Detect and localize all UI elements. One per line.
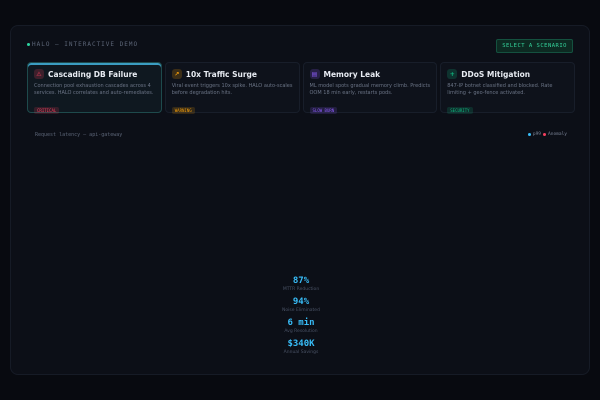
stat-item: 94% Noise Eliminated bbox=[11, 297, 591, 313]
card-description: 847-IP botnet classified and blocked. Ra… bbox=[447, 83, 553, 96]
card-title: 10x Traffic Surge bbox=[185, 69, 258, 79]
stat-value: $340K bbox=[287, 339, 315, 349]
severity-tag: SLOW BURN bbox=[309, 107, 338, 114]
stat-label: Annual Savings bbox=[283, 350, 319, 355]
card-description: ML model spots gradual memory climb. Pre… bbox=[309, 83, 431, 96]
card-description: Viral event triggers 10x spike. HALO aut… bbox=[171, 83, 293, 96]
stat-value: 87% bbox=[292, 276, 310, 286]
memory-icon: ▤ bbox=[309, 69, 320, 79]
stat-item: 6 min Avg Resolution bbox=[11, 318, 591, 334]
chart-icon: ↗ bbox=[171, 69, 182, 79]
demo-header: HALO — INTERACTIVE DEMO bbox=[27, 41, 138, 48]
chart-title: Request latency — api-gateway bbox=[35, 132, 123, 138]
severity-tag: CRITICAL bbox=[34, 107, 60, 114]
scenario-card[interactable]: ↗ 10x Traffic Surge Viral event triggers … bbox=[164, 62, 300, 114]
stats: 87% MTTR Reduction 94% Noise Eliminated 6 mi… bbox=[11, 276, 591, 360]
stat-value: 94% bbox=[292, 297, 310, 307]
stat-label: Noise Eliminated bbox=[282, 308, 320, 313]
chart-legend: p99 Anomaly bbox=[527, 132, 567, 137]
legend-label: Anomaly bbox=[548, 132, 567, 137]
stat-label: Avg Resolution bbox=[284, 329, 318, 334]
legend-swatch bbox=[543, 133, 547, 136]
card-title: Memory Leak bbox=[323, 69, 381, 79]
severity-tag: WARNING bbox=[171, 107, 195, 114]
card-title-row: + DDoS Mitigation bbox=[447, 69, 568, 79]
card-title-row: ⚠ Cascading DB Failure bbox=[34, 69, 155, 79]
latency-chart: Request latency — api-gateway p99 Anomaly bbox=[27, 126, 575, 266]
legend-swatch bbox=[527, 133, 531, 136]
warning-icon: ⚠ bbox=[34, 69, 44, 79]
legend-label: p99 bbox=[532, 132, 542, 137]
scenario-card[interactable]: ⚠ Cascading DB Failure Connection pool ex… bbox=[27, 62, 162, 114]
stat-item: $340K Annual Savings bbox=[11, 339, 591, 355]
card-title: Cascading DB Failure bbox=[48, 69, 138, 79]
severity-tag: SECURITY bbox=[447, 107, 473, 114]
select-scenario-badge: SELECT A SCENARIO bbox=[496, 39, 573, 53]
card-title-row: ▤ Memory Leak bbox=[309, 69, 431, 79]
card-title-row: ↗ 10x Traffic Surge bbox=[171, 69, 293, 79]
stat-label: MTTR Reduction bbox=[282, 287, 320, 292]
stat-item: 87% MTTR Reduction bbox=[11, 276, 591, 292]
demo-panel: HALO — INTERACTIVE DEMO SELECT A SCENARI… bbox=[10, 25, 590, 375]
card-description: Connection pool exhaustion cascades acro… bbox=[34, 83, 154, 96]
demo-title: HALO — INTERACTIVE DEMO bbox=[32, 41, 139, 48]
stat-value: 6 min bbox=[287, 318, 315, 328]
status-dot bbox=[27, 43, 30, 46]
shield-icon: + bbox=[447, 69, 458, 79]
scenario-card[interactable]: + DDoS Mitigation 847-IP botnet classifie… bbox=[440, 62, 575, 114]
card-title: DDoS Mitigation bbox=[461, 69, 531, 79]
scenario-card[interactable]: ▤ Memory Leak ML model spots gradual memo… bbox=[302, 62, 438, 114]
